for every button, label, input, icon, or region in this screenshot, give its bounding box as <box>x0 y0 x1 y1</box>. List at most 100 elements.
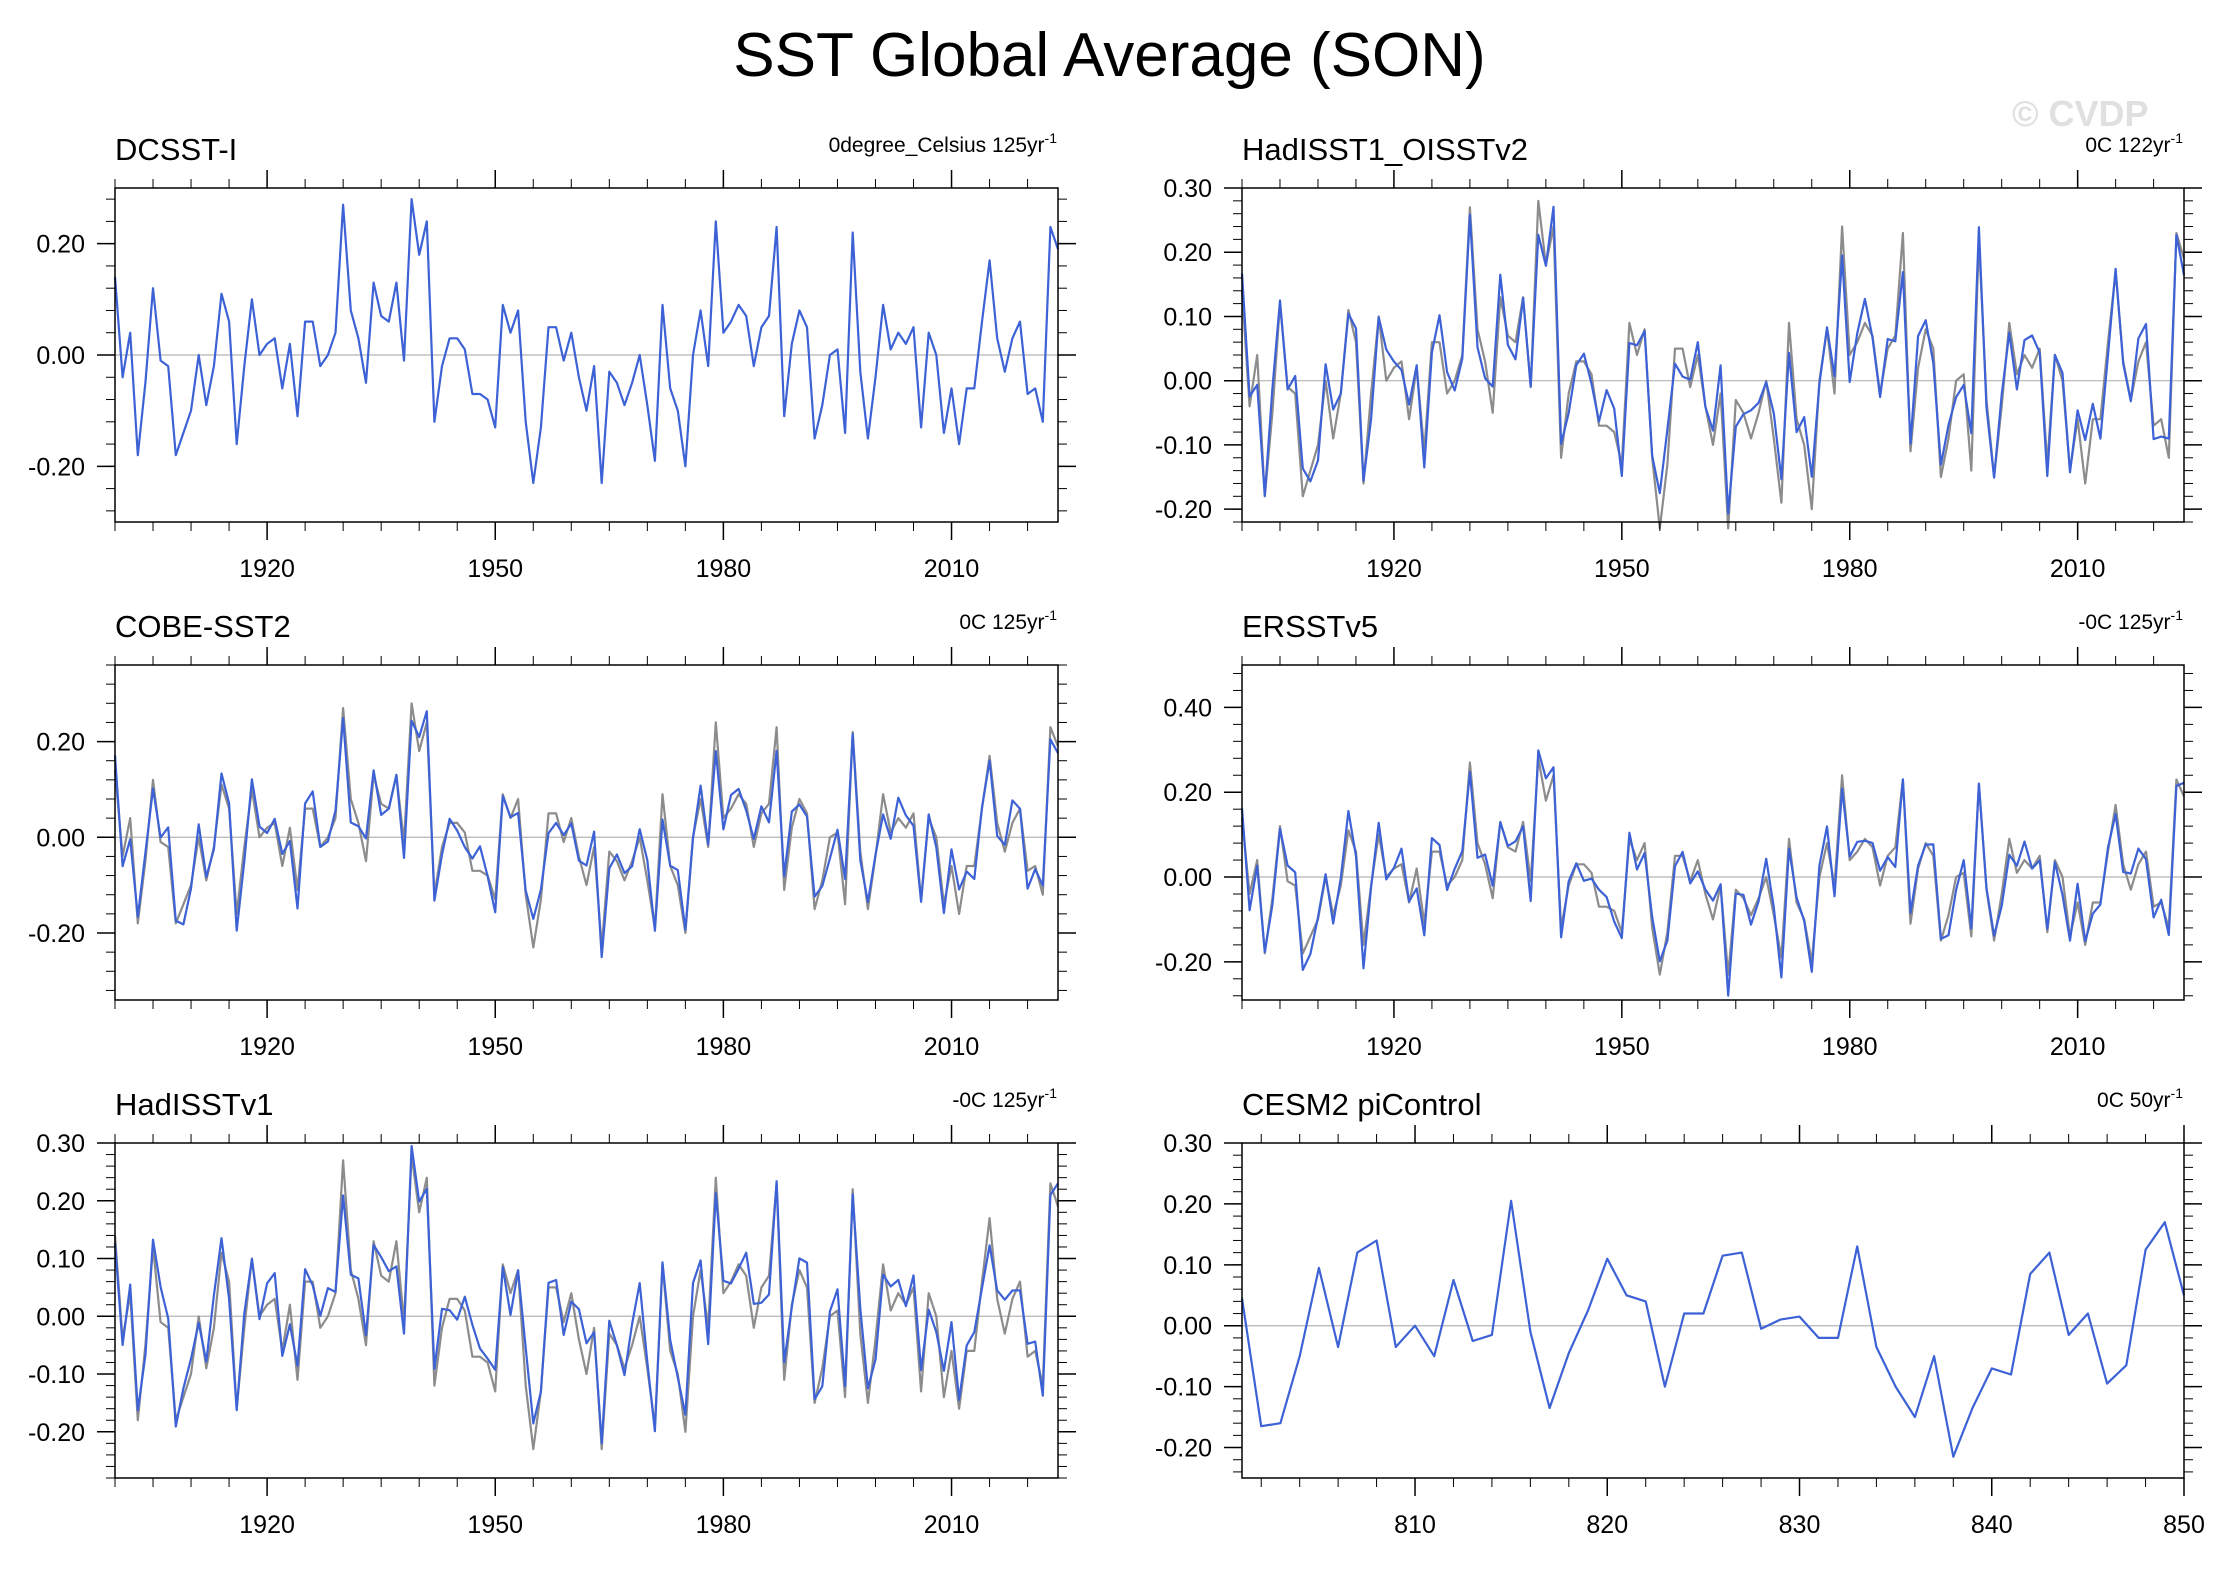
series-line-dataset <box>1240 205 2186 515</box>
x-tick-label: 1920 <box>239 1033 295 1061</box>
x-tick-label: 2010 <box>924 1033 980 1061</box>
x-tick-label: 1980 <box>1822 1033 1878 1061</box>
trend-label: 0C 122yr-1 <box>2085 130 2183 157</box>
series-line-reference <box>113 702 1060 949</box>
x-tick-label: 810 <box>1394 1511 1436 1539</box>
panel-title: COBE-SST2 <box>115 609 291 644</box>
x-tick-label: 1920 <box>239 555 295 583</box>
x-tick-label: 1950 <box>467 1511 523 1539</box>
series-line-dataset <box>113 198 1060 485</box>
y-tick-label: 0.10 <box>36 1246 85 1274</box>
x-tick-label: 830 <box>1779 1511 1821 1539</box>
y-tick-label: 0.20 <box>1163 779 1212 807</box>
x-tick-label: 1950 <box>1594 555 1650 583</box>
y-tick-label: 0.10 <box>1163 1252 1212 1280</box>
trend-text: 0degree_Celsius 125yr <box>829 134 1045 157</box>
panel-title: DCSST-I <box>115 132 237 167</box>
series-line-dataset <box>1240 749 2185 997</box>
trend-exponent: -1 <box>1045 607 1058 623</box>
y-tick-label: -0.20 <box>28 1419 85 1447</box>
trend-label: 0C 125yr-1 <box>959 607 1057 634</box>
x-tick-label: 1920 <box>1366 555 1422 583</box>
y-tick-label: -0.20 <box>1155 496 1212 524</box>
trend-label: 0C 50yr-1 <box>2097 1085 2183 1112</box>
x-tick-label: 840 <box>1971 1511 2013 1539</box>
y-tick-label: -0.10 <box>28 1361 85 1389</box>
series-line-reference <box>1240 199 2186 530</box>
plot-frame <box>1241 664 2185 1001</box>
y-tick-label: 0.00 <box>1163 368 1212 396</box>
y-tick-label: 0.00 <box>36 342 85 370</box>
y-tick-label: 0.20 <box>36 231 85 259</box>
trend-text: 0C 125yr <box>959 611 1044 634</box>
x-tick-label: 1950 <box>467 555 523 583</box>
x-tick-label: 1950 <box>1594 1033 1650 1061</box>
y-tick-label: -0.20 <box>28 453 85 481</box>
panel-ersst: ERSSTv5 -0C 125yr-1 -0.20 0.00 0.20 0.40 1920 1… <box>1155 607 2202 1061</box>
trend-exponent: -1 <box>2171 1085 2184 1101</box>
x-tick-label: 820 <box>1586 1511 1628 1539</box>
page-title: SST Global Average (SON) <box>733 21 1486 90</box>
y-tick-label: 0.00 <box>36 824 85 852</box>
series-line-dataset <box>113 710 1059 959</box>
y-tick-label: 0.20 <box>36 1188 85 1216</box>
y-tick-label: 0.30 <box>36 1130 85 1158</box>
panel-title: CESM2 piControl <box>1242 1087 1481 1122</box>
trend-exponent: -1 <box>1045 130 1058 146</box>
x-tick-label: 1920 <box>1366 1033 1422 1061</box>
series-line-dataset <box>113 1144 1059 1445</box>
series-line-reference <box>1240 757 2186 976</box>
x-tick-label: 1980 <box>696 1033 752 1061</box>
y-tick-label: 0.20 <box>1163 239 1212 267</box>
y-tick-label: 0.20 <box>36 729 85 757</box>
y-tick-label: -0.10 <box>1155 432 1212 460</box>
y-tick-label: 0.40 <box>1163 694 1212 722</box>
series-line-reference <box>113 1153 1060 1451</box>
panel-dcsst: DCSST-I 0degree_Celsius 125yr-1 -0.20 0.00 0… <box>28 130 1076 583</box>
x-tick-label: 2010 <box>2050 555 2106 583</box>
plot-frame <box>114 1142 1059 1479</box>
trend-text: -0C 125yr <box>952 1089 1044 1112</box>
panel-cobe: COBE-SST2 0C 125yr-1 -0.20 0.00 0.20 1920 1950… <box>28 607 1076 1061</box>
x-tick-label: 1980 <box>696 1511 752 1539</box>
panel-hadoi: HadISST1_OISSTv2 0C 122yr-1 -0.20 -0.10 0.00… <box>1155 130 2202 583</box>
x-tick-label: 1950 <box>467 1033 523 1061</box>
cvdp-watermark: © CVDP <box>2012 93 2149 134</box>
trend-exponent: -1 <box>2171 607 2184 623</box>
trend-text: -0C 125yr <box>2078 611 2170 634</box>
x-tick-label: 850 <box>2163 1511 2205 1539</box>
x-tick-label: 1920 <box>239 1511 295 1539</box>
y-tick-label: 0.00 <box>1163 864 1212 892</box>
panel-title: HadISSTv1 <box>115 1087 274 1122</box>
x-tick-label: 1980 <box>696 555 752 583</box>
series-line-dataset <box>1240 1199 2186 1458</box>
panel-title: ERSSTv5 <box>1242 609 1378 644</box>
panel-hadisst: HadISSTv1 -0C 125yr-1 -0.20 -0.10 0.00 0.10 0.… <box>28 1085 1076 1539</box>
trend-exponent: -1 <box>1045 1085 1058 1101</box>
y-tick-label: 0.20 <box>1163 1191 1212 1219</box>
panel-cesm: CESM2 piControl 0C 50yr-1 -0.20 -0.10 0.00 0.… <box>1155 1085 2205 1539</box>
trend-label: -0C 125yr-1 <box>2078 607 2183 634</box>
trend-text: 0C 122yr <box>2085 134 2170 157</box>
panel-title: HadISST1_OISSTv2 <box>1242 132 1528 167</box>
y-tick-label: -0.20 <box>28 920 85 948</box>
plot-frame <box>114 664 1059 1001</box>
y-tick-label: 0.10 <box>1163 303 1212 331</box>
y-tick-label: 0.00 <box>36 1303 85 1331</box>
trend-label: 0degree_Celsius 125yr-1 <box>829 130 1058 157</box>
x-tick-label: 1980 <box>1822 555 1878 583</box>
y-tick-label: 0.30 <box>1163 175 1212 203</box>
trend-exponent: -1 <box>2171 130 2184 146</box>
y-tick-label: 0.30 <box>1163 1130 1212 1158</box>
plot-frame <box>1241 1142 2185 1479</box>
y-tick-label: 0.00 <box>1163 1313 1212 1341</box>
y-tick-label: -0.10 <box>1155 1374 1212 1402</box>
x-tick-label: 2010 <box>924 1511 980 1539</box>
y-tick-label: -0.20 <box>1155 949 1212 977</box>
x-tick-label: 2010 <box>2050 1033 2106 1061</box>
x-tick-label: 2010 <box>924 555 980 583</box>
trend-label: -0C 125yr-1 <box>952 1085 1057 1112</box>
trend-text: 0C 50yr <box>2097 1089 2171 1112</box>
y-tick-label: -0.20 <box>1155 1435 1212 1463</box>
